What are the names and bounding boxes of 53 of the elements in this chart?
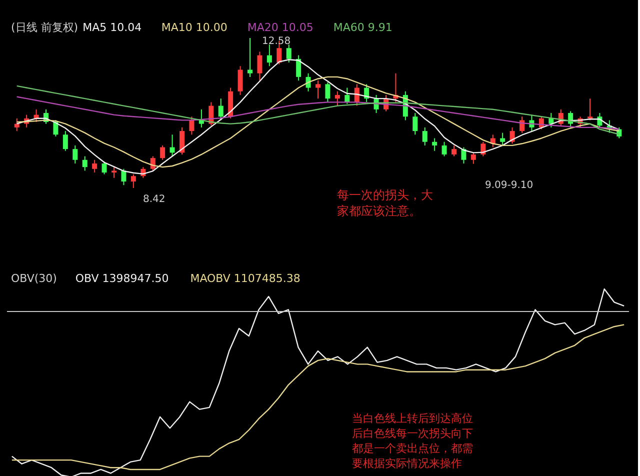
candlestick — [238, 66, 243, 96]
annotation: 每一次的拐头，大家都应该注意。 — [337, 188, 433, 218]
annotation: 当白色线上转后到达高位后白色线每一次拐头向下都是一个卖出点位，都需要根据实际情况来操作 — [352, 412, 473, 470]
candlestick — [432, 138, 438, 152]
text: MA5 10.04 — [82, 21, 142, 34]
candlestick — [170, 134, 175, 157]
candlestick — [130, 174, 136, 188]
candlestick — [316, 80, 320, 100]
candlestick — [82, 156, 88, 172]
text: MAOBV 1107485.38 — [190, 272, 300, 285]
candlestick — [62, 130, 68, 152]
candlestick — [490, 134, 496, 148]
candlestick — [334, 90, 340, 106]
candlestick — [266, 44, 272, 67]
annotation: 12.58 — [262, 36, 291, 47]
candlestick — [470, 152, 476, 164]
annotation: 9.09-9.10 — [485, 180, 534, 191]
candlestick — [14, 118, 20, 132]
candlestick — [102, 161, 107, 175]
candlestick — [286, 44, 292, 64]
candlestick — [422, 126, 428, 146]
candlestick — [452, 144, 456, 157]
candlestick — [218, 98, 224, 121]
candlestick — [112, 166, 116, 178]
candlestick — [72, 144, 78, 164]
candlestick — [160, 144, 166, 160]
candlestick — [248, 38, 252, 78]
candlestick — [548, 112, 554, 128]
text: MA20 10.05 — [247, 21, 314, 34]
candlestick — [296, 54, 302, 82]
candlestick — [344, 87, 350, 104]
candlestick — [92, 159, 98, 173]
candlestick — [150, 156, 156, 172]
candlestick — [189, 116, 194, 136]
text: MA60 9.91 — [333, 21, 392, 34]
candlestick — [480, 141, 486, 157]
candlestick — [510, 126, 515, 144]
candlestick — [461, 146, 466, 164]
candlestick — [53, 120, 58, 137]
candlestick — [500, 132, 506, 146]
candlestick — [442, 141, 447, 157]
text: 8.42 — [143, 194, 166, 205]
text: OBV 1398947.50 — [75, 272, 169, 285]
chart-title: (日线 前复权) — [11, 21, 78, 34]
candlestick — [121, 168, 126, 186]
candlestick — [257, 51, 262, 82]
candlestick — [180, 126, 184, 155]
text: MA10 10.00 — [161, 21, 228, 34]
candlestick — [520, 116, 524, 134]
chart-title: OBV(30) — [11, 272, 57, 285]
candlestick — [588, 98, 592, 121]
candlestick — [412, 112, 418, 136]
candlestick — [325, 82, 330, 103]
